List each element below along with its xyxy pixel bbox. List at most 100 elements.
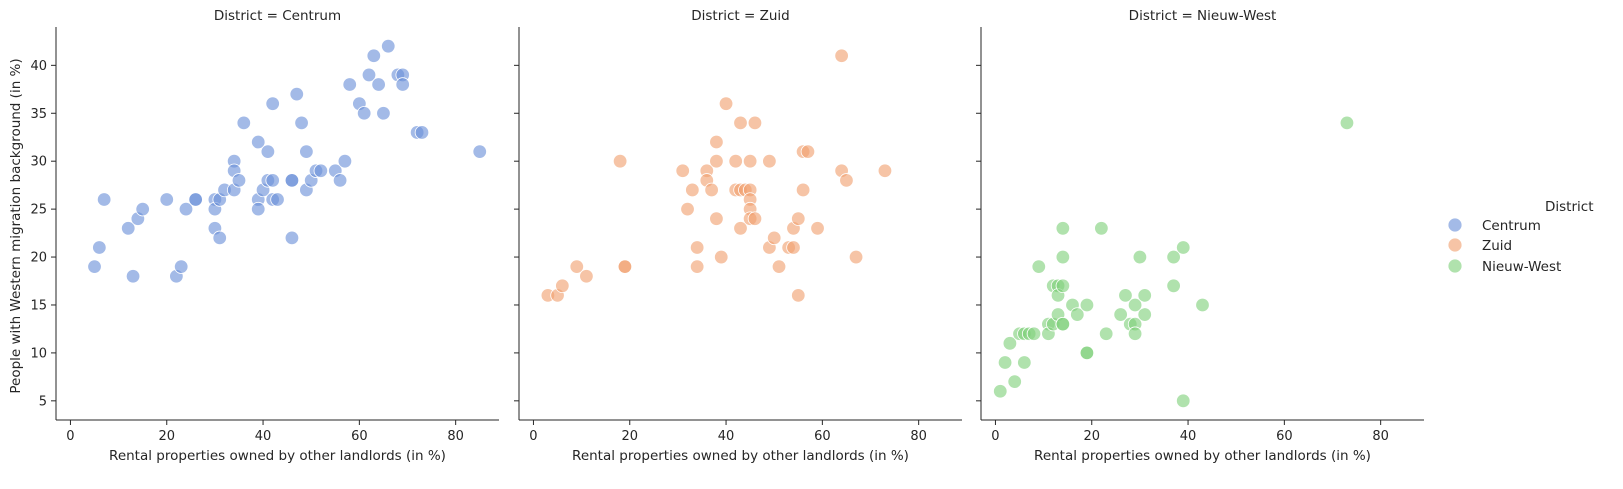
- scatter-point-centrum: [178, 201, 194, 217]
- scatter-point-zuid: [767, 230, 782, 246]
- scatter-point-centrum: [381, 38, 396, 54]
- scatter-point-zuid: [579, 269, 594, 284]
- scatter-point-nieuw-west: [1195, 297, 1210, 313]
- x-tick-label: 80: [447, 429, 464, 444]
- x-tick-label: 0: [991, 429, 999, 444]
- y-axis-title: People with Western migration background…: [8, 58, 24, 393]
- x-tick-label: 60: [351, 429, 368, 444]
- scatter-point-zuid: [791, 211, 806, 226]
- scatter-point-nieuw-west: [1094, 221, 1109, 236]
- scatter-point-nieuw-west: [1070, 307, 1085, 322]
- scatter-point-nieuw-west: [1137, 288, 1152, 303]
- legend: District Centrum Zuid Nieuw-West: [1447, 199, 1594, 275]
- scatter-point-centrum: [337, 153, 353, 169]
- scatter-point-nieuw-west: [1017, 355, 1032, 370]
- scatter-point-nieuw-west: [993, 384, 1008, 399]
- y-tick-label: 20: [30, 251, 47, 266]
- scatter-point-centrum: [92, 240, 107, 255]
- y-tick-label: 5: [39, 394, 47, 409]
- scatter-point-zuid: [762, 153, 777, 169]
- scatter-point-nieuw-west: [1132, 249, 1148, 265]
- scatter-point-zuid: [786, 240, 801, 255]
- y-tick-label: 35: [30, 107, 47, 122]
- scatter-point-centrum: [125, 269, 141, 284]
- scatter-point-nieuw-west: [1055, 278, 1071, 294]
- scatter-point-nieuw-west: [1137, 307, 1152, 322]
- scatter-point-centrum: [121, 221, 136, 236]
- x-tick-label: 60: [1276, 429, 1293, 444]
- x-tick-label: 80: [910, 429, 927, 444]
- y-tick-label: 30: [30, 155, 47, 170]
- scatter-point-centrum: [361, 67, 377, 83]
- scatter-point-centrum: [270, 192, 285, 207]
- legend-item-nieuw-west: Nieuw-West: [1447, 258, 1561, 275]
- x-tick-label: 80: [1372, 429, 1389, 444]
- scatter-point-centrum: [284, 173, 300, 188]
- scatter-point-nieuw-west: [1079, 345, 1095, 361]
- scatter-point-zuid: [810, 221, 825, 236]
- scatter-point-zuid: [675, 163, 690, 178]
- scatter-point-nieuw-west: [1176, 393, 1191, 409]
- scatter-point-centrum: [251, 134, 266, 150]
- scatter-point-nieuw-west: [997, 355, 1013, 370]
- scatter-point-nieuw-west: [1002, 336, 1018, 351]
- scatter-point-zuid: [877, 163, 893, 178]
- scatter-point-zuid: [718, 96, 734, 111]
- x-tick-label: 40: [255, 429, 272, 444]
- scatter-point-centrum: [313, 163, 329, 178]
- panel-centrum: District = Centrum 5 10 15 20 25 30 35 40 0 20 40 60…: [30, 8, 499, 464]
- scatter-point-centrum: [289, 86, 304, 102]
- scatter-point-zuid: [747, 115, 763, 131]
- x-tick-label: 0: [66, 429, 74, 444]
- scatter-point-centrum: [231, 173, 247, 188]
- scatter-point-zuid: [771, 259, 787, 274]
- scatter-point-zuid: [795, 182, 811, 198]
- x-tick-label: 20: [621, 429, 638, 444]
- y-tick-label: 40: [30, 59, 47, 74]
- scatter-point-centrum: [299, 144, 314, 159]
- scatter-point-zuid: [617, 259, 633, 274]
- legend-marker-centrum: [1447, 217, 1463, 233]
- scatter-point-zuid: [747, 211, 763, 226]
- scatter-point-zuid: [733, 221, 748, 236]
- scatter-point-centrum: [294, 115, 309, 131]
- panel-title: District = Zuid: [691, 8, 790, 24]
- y-tick-label: 10: [30, 346, 47, 361]
- scatter-point-centrum: [356, 106, 372, 121]
- scatter-point-nieuw-west: [1031, 259, 1046, 274]
- scatter-point-nieuw-west: [1127, 326, 1143, 341]
- scatter-point-zuid: [834, 48, 849, 63]
- scatter-point-zuid: [709, 134, 724, 150]
- x-axis-title: Rental properties owned by other landlor…: [572, 448, 909, 464]
- scatter-point-zuid: [733, 115, 748, 131]
- scatter-point-centrum: [260, 144, 276, 159]
- scatter-point-zuid: [685, 182, 700, 198]
- scatter-point-nieuw-west: [1098, 326, 1114, 341]
- scatter-point-zuid: [680, 201, 695, 217]
- scatter-point-centrum: [332, 173, 348, 188]
- x-tick-label: 40: [718, 429, 735, 444]
- scatter-point-nieuw-west: [1055, 249, 1071, 265]
- scatter-point-centrum: [96, 192, 112, 207]
- legend-marker-nieuw-west: [1447, 258, 1463, 274]
- scatter-point-nieuw-west: [1026, 326, 1042, 341]
- scatter-point-centrum: [87, 259, 102, 274]
- scatter-point-centrum: [236, 115, 251, 131]
- scatter-point-centrum: [212, 230, 227, 246]
- legend-title: District: [1545, 199, 1594, 215]
- scatter-point-zuid: [612, 153, 628, 169]
- scatter-point-zuid: [689, 240, 705, 255]
- scatter-point-centrum: [265, 96, 280, 111]
- legend-item-centrum: Centrum: [1447, 217, 1541, 234]
- scatter-point-centrum: [376, 106, 391, 121]
- scatter-point-zuid: [742, 153, 758, 169]
- legend-label-nieuw-west: Nieuw-West: [1482, 259, 1561, 275]
- scatter-point-centrum: [395, 77, 410, 92]
- scatter-point-nieuw-west: [1055, 316, 1071, 332]
- scatter-point-centrum: [366, 48, 382, 63]
- scatter-point-nieuw-west: [1007, 374, 1022, 389]
- scatter-point-nieuw-west: [1118, 288, 1133, 303]
- scatter-point-centrum: [371, 77, 386, 92]
- scatter-point-centrum: [135, 201, 150, 217]
